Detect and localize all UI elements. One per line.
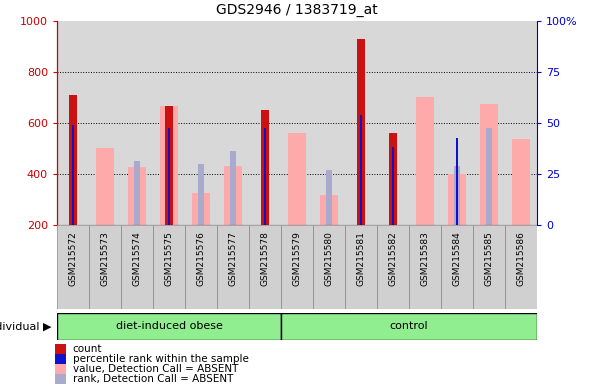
Bar — [185, 225, 217, 309]
Bar — [217, 225, 249, 309]
Text: individual ▶: individual ▶ — [0, 321, 51, 331]
Bar — [128, 167, 146, 225]
Text: GSM215572: GSM215572 — [68, 232, 77, 286]
Bar — [480, 104, 498, 225]
Bar — [512, 139, 530, 225]
Text: GSM215585: GSM215585 — [485, 232, 493, 286]
Bar — [454, 166, 460, 225]
Bar — [249, 225, 281, 309]
Text: GSM215586: GSM215586 — [517, 232, 526, 286]
Bar — [72, 126, 74, 225]
Text: control: control — [389, 321, 428, 331]
Bar — [230, 151, 236, 225]
Bar — [448, 174, 466, 225]
Text: GSM215575: GSM215575 — [164, 232, 173, 286]
Bar — [377, 225, 409, 309]
Bar — [392, 147, 394, 225]
Bar — [168, 128, 170, 225]
Bar — [160, 106, 178, 225]
Text: GSM215577: GSM215577 — [229, 232, 238, 286]
Bar — [505, 225, 537, 309]
Text: value, Detection Call = ABSENT: value, Detection Call = ABSENT — [73, 364, 238, 374]
Bar — [313, 225, 345, 309]
Bar — [55, 364, 66, 374]
Bar — [358, 39, 365, 225]
Bar — [166, 106, 173, 225]
Bar — [55, 374, 66, 384]
Bar — [134, 161, 140, 225]
Bar — [288, 133, 306, 225]
Text: GSM215583: GSM215583 — [421, 232, 430, 286]
Bar — [153, 225, 185, 309]
Text: GSM215578: GSM215578 — [260, 232, 269, 286]
Bar — [281, 225, 313, 309]
Text: GSM215579: GSM215579 — [293, 232, 302, 286]
Text: GSM215580: GSM215580 — [325, 232, 334, 286]
Text: GSM215573: GSM215573 — [101, 232, 110, 286]
Bar — [121, 225, 153, 309]
Bar — [389, 133, 397, 225]
Text: percentile rank within the sample: percentile rank within the sample — [73, 354, 248, 364]
Bar — [345, 225, 377, 309]
Bar — [198, 164, 204, 225]
Bar — [55, 354, 66, 364]
Title: GDS2946 / 1383719_at: GDS2946 / 1383719_at — [216, 3, 378, 17]
Bar — [326, 170, 332, 225]
Bar — [192, 193, 210, 225]
Text: rank, Detection Call = ABSENT: rank, Detection Call = ABSENT — [73, 374, 233, 384]
Bar — [166, 128, 172, 225]
Text: GSM215576: GSM215576 — [197, 232, 205, 286]
Bar — [360, 115, 362, 225]
Bar — [262, 110, 269, 225]
Bar — [264, 129, 266, 225]
Text: count: count — [73, 344, 102, 354]
Text: GSM215574: GSM215574 — [133, 232, 142, 286]
Bar — [224, 166, 242, 225]
Bar — [441, 225, 473, 309]
Bar — [409, 225, 441, 309]
Bar — [416, 98, 434, 225]
Bar — [473, 225, 505, 309]
Text: GSM215584: GSM215584 — [452, 232, 461, 286]
Bar — [281, 313, 537, 340]
Text: GSM215581: GSM215581 — [356, 232, 365, 286]
Bar — [70, 95, 77, 225]
Bar — [89, 225, 121, 309]
Text: diet-induced obese: diet-induced obese — [116, 321, 223, 331]
Bar — [320, 195, 338, 225]
Bar — [96, 148, 114, 225]
Bar — [486, 128, 492, 225]
Text: GSM215582: GSM215582 — [389, 232, 398, 286]
Bar — [55, 344, 66, 354]
Bar — [57, 313, 281, 340]
Bar — [57, 225, 89, 309]
Bar — [456, 138, 458, 225]
